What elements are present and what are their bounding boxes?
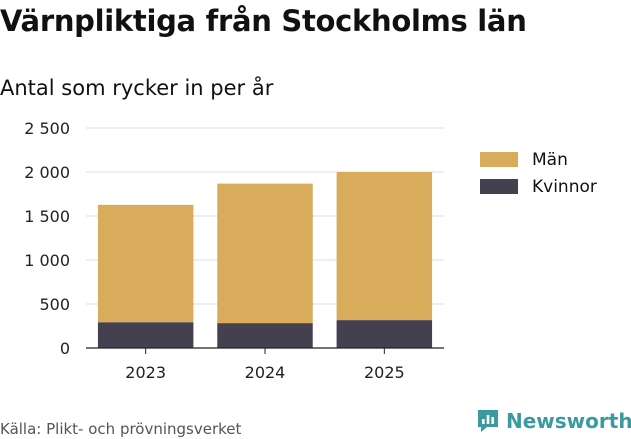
bar-kvinnor-2025 [336, 320, 433, 348]
bar-kvinnor-2023 [97, 322, 194, 348]
legend-label-women: Kvinnor [532, 176, 597, 197]
bar-män-2023 [97, 204, 194, 323]
brand-logo[interactable]: Newsworthy [476, 408, 631, 434]
x-tick-label: 2025 [364, 363, 405, 382]
bars [97, 172, 433, 348]
axes: 0 500 1 000 1 500 2 000 2 500 2023 2024 2025 [24, 119, 444, 382]
x-tick-label: 2023 [125, 363, 166, 382]
bar-chart: 0 500 1 000 1 500 2 000 2 500 2023 2024 2025 [24, 119, 444, 382]
legend-swatch-men [480, 152, 518, 167]
y-tick-label: 2 000 [24, 163, 70, 182]
y-tick-label: 0 [60, 339, 70, 358]
bar-män-2024 [217, 183, 313, 324]
legend-swatch-women [480, 179, 518, 194]
bar-män-2025 [336, 172, 433, 321]
brand-name: Newsworthy [506, 409, 631, 433]
source-note: Källa: Plikt- och prövningsverket [0, 420, 242, 438]
chart-title: Värnpliktiga från Stockholms län [0, 4, 527, 38]
newsworthy-logo-icon [478, 410, 498, 432]
y-tick-label: 2 500 [24, 119, 70, 138]
y-tick-label: 1 000 [24, 251, 70, 270]
y-tick-label: 1 500 [24, 207, 70, 226]
y-tick-label: 500 [39, 295, 70, 314]
legend-label-men: Män [532, 149, 568, 170]
legend: Män Kvinnor [480, 146, 597, 200]
legend-item-men: Män [480, 146, 597, 173]
legend-item-women: Kvinnor [480, 173, 597, 200]
chart-subtitle: Antal som rycker in per år [0, 76, 274, 100]
x-tick-label: 2024 [245, 363, 286, 382]
bar-kvinnor-2024 [217, 323, 313, 348]
